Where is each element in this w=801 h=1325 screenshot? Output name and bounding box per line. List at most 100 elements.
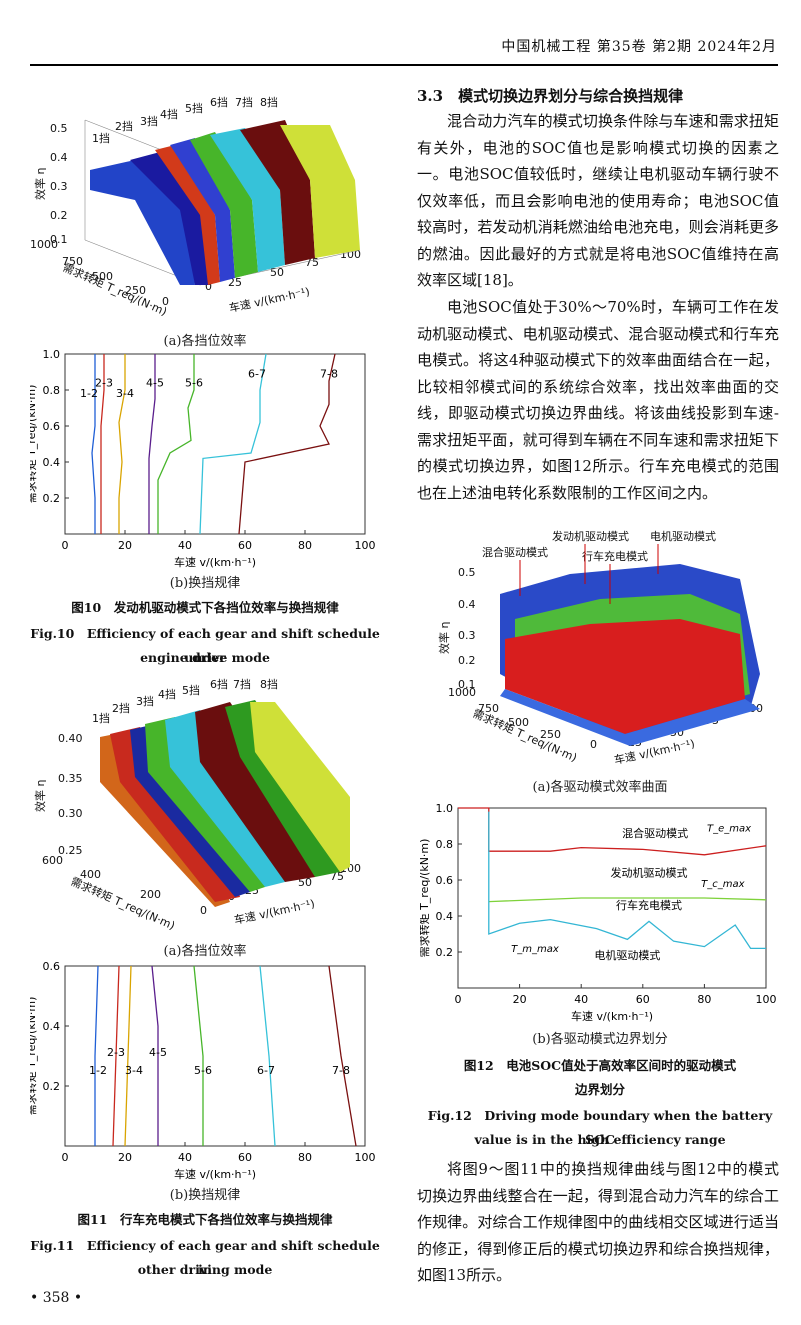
fig10a-ylabel: 需求转矩 T_req/(N·m) — [61, 260, 169, 319]
fig11a-ztick: 0.30 — [58, 807, 83, 820]
gear-surface-1 — [90, 160, 195, 285]
fig10a-surface-plot: 0.5 0.4 0.3 0.2 0.1 效率 η 1000 750 500 25… — [30, 90, 380, 320]
gear-surface-3 — [155, 145, 220, 285]
plot-frame — [64, 965, 366, 1147]
region-label: 行车充电模式 — [616, 898, 682, 912]
fig12b-boundary-chart: 0 20 40 60 80 100 1.0 0.8 0.6 0.4 0.2 车速 v/(km·h⁻¹)… — [420, 802, 777, 1023]
series-line-7-8 — [328, 965, 357, 1147]
series-label: 6-7 — [257, 1064, 275, 1077]
y-tick-label: 0.4 — [436, 910, 454, 923]
fig11a-gear-label: 7挡 — [233, 677, 251, 691]
x-tick-label: 20 — [513, 993, 527, 1006]
fig10a-gear-label: 4挡 — [160, 107, 178, 121]
gear-surface-8 — [250, 702, 350, 872]
series-label: 3-4 — [125, 1064, 143, 1077]
y-tick-label: 1.0 — [436, 802, 454, 815]
fig10a-gear-label: 5挡 — [185, 101, 203, 115]
surface-blue-base — [500, 689, 760, 746]
x-axis-label: 车速 v/(km·h⁻¹) — [571, 1009, 653, 1023]
gear-surface-6 — [195, 702, 315, 882]
gear-surface-8 — [280, 125, 360, 258]
fig11a-gear-label: 2挡 — [112, 701, 130, 715]
y-tick-label: 0.4 — [43, 1020, 61, 1033]
fig12a-ztick: 0.1 — [458, 678, 476, 691]
fig12a-ytick: 1000 — [448, 686, 476, 699]
fig10a-gear-label: 1挡 — [92, 131, 110, 145]
series-label: 5-6 — [185, 376, 203, 389]
fig12a-zlabel: 效率 η — [437, 622, 451, 654]
y-tick-label: 0.8 — [43, 384, 61, 397]
fig11a-gear-label: 1挡 — [92, 711, 110, 725]
fig12-caption-cn-2: 边界划分 — [574, 1082, 625, 1097]
paragraph-3: 将图9～图11中的换挡规律曲线与图12中的模式切换边界曲线整合在一起，得到混合动… — [417, 1160, 779, 1284]
fig12a-mode-label: 电机驱动模式 — [650, 529, 716, 543]
fig10a-ytick: 750 — [62, 255, 83, 268]
fig10a-gear-label: 8挡 — [260, 95, 278, 109]
series-line-3-4 — [124, 965, 132, 1147]
y-tick-label: 0.6 — [436, 874, 454, 887]
fig11a-ytick: 600 — [42, 854, 63, 867]
gear-surface-4 — [170, 138, 235, 282]
fig10-caption-cn: 图10 发动机驱动模式下各挡位效率与换挡规律 — [71, 600, 339, 615]
fig11a-gear-label: 6挡 — [210, 677, 228, 691]
fig11a-gear-label: 3挡 — [136, 694, 154, 708]
gear-surface-5 — [190, 132, 258, 278]
x-tick-label: 100 — [355, 1151, 376, 1164]
running-header: 中国机械工程 第35卷 第2期 2024年2月 — [501, 39, 777, 55]
fig11a-ytick: 0 — [200, 904, 207, 917]
fig12a-ytick: 250 — [540, 728, 561, 741]
fig12-sub-a: (a)各驱动模式效率曲面 — [532, 780, 668, 795]
fig10-caption-en-2: engine drive mode — [140, 650, 270, 665]
fig11a-ztick: 0.25 — [58, 844, 83, 857]
fig10a-gear-surfaces — [90, 120, 360, 285]
x-tick-label: 20 — [118, 1151, 132, 1164]
y-tick-label: 0.2 — [43, 1080, 61, 1093]
x-tick-label: 60 — [238, 1151, 252, 1164]
fig10-caption-en-1: Fig.10 Efficiency of each gear and shift… — [30, 626, 380, 665]
fig10a-ztick: 0.2 — [50, 209, 68, 222]
fig12-caption-en-1: Fig.12 Driving mode boundary when the ba… — [427, 1108, 773, 1147]
gear-surface-5 — [165, 710, 285, 887]
fig10a-ztick: 0.1 — [50, 233, 68, 246]
curve-label: T_c_max — [701, 879, 744, 890]
series-line-4-5 — [151, 965, 159, 1146]
series-label: 2-3 — [107, 1046, 125, 1059]
fig11a-surface-plot: 0.40 0.35 0.30 0.25 效率 η 600 400 200 0 需… — [30, 672, 380, 934]
region-label: 发动机驱动模式 — [610, 865, 687, 879]
fig10a-zlabel: 效率 η — [33, 168, 47, 200]
x-axis-label: 车速 v/(km·h⁻¹) — [174, 555, 256, 569]
fig11-caption-en-1: Fig.11 Efficiency of each gear and shift… — [30, 1238, 380, 1277]
paragraph-2: 电池SOC值处于30%～70%时，车辆可工作在发动机驱动模式、电机驱动模式、混合… — [417, 298, 779, 502]
x-tick-label: 0 — [62, 1151, 69, 1164]
fig11a-gear-label: 4挡 — [158, 687, 176, 701]
fig11a-gear-label: 5挡 — [182, 683, 200, 697]
surface-red — [505, 619, 745, 734]
curve-label: T_m_max — [511, 944, 559, 955]
fig12a-ytick: 0 — [590, 738, 597, 751]
series-line-5-6 — [193, 965, 204, 1146]
series-line-1-2 — [91, 354, 96, 534]
fig11a-ytick: 400 — [80, 868, 101, 881]
fig10a-xtick: 25 — [228, 276, 242, 289]
series-label: 6-7 — [248, 367, 266, 380]
series-line-6-7 — [199, 353, 267, 535]
fig11a-gear-surfaces — [100, 700, 350, 907]
fig11a-gear-label: 8挡 — [260, 677, 278, 691]
x-tick-label: 40 — [178, 539, 192, 552]
fig11-sub-b: (b)换挡规律 — [169, 1188, 241, 1203]
fig10a-ztick: 0.5 — [50, 122, 68, 135]
fig12a-ztick: 0.4 — [458, 598, 476, 611]
section-title: 3.3 模式切换边界划分与综合换挡规律 — [417, 87, 684, 105]
x-axis-label: 车速 v/(km·h⁻¹) — [174, 1167, 256, 1181]
y-tick-label: 0.8 — [436, 838, 454, 851]
gear-surface-6 — [210, 128, 285, 272]
y-tick-label: 0.6 — [43, 960, 61, 973]
series-line-5-6 — [157, 354, 195, 534]
series-line-T_m_max — [488, 811, 766, 950]
x-tick-label: 100 — [756, 993, 777, 1006]
fig11b-shift-chart: 0 20 40 60 80 100 0.6 0.4 0.2 车速 v/(km·h⁻¹) 需求转矩 T… — [30, 960, 376, 1181]
fig10a-ztick: 0.4 — [50, 151, 68, 164]
fig12-caption-cn-1: 图12 电池SOC值处于高效率区间时的驱动模式 — [463, 1058, 737, 1073]
fig11-caption-cn: 图11 行车充电模式下各挡位效率与换挡规律 — [77, 1212, 333, 1227]
y-tick-label: 1.0 — [43, 348, 61, 361]
